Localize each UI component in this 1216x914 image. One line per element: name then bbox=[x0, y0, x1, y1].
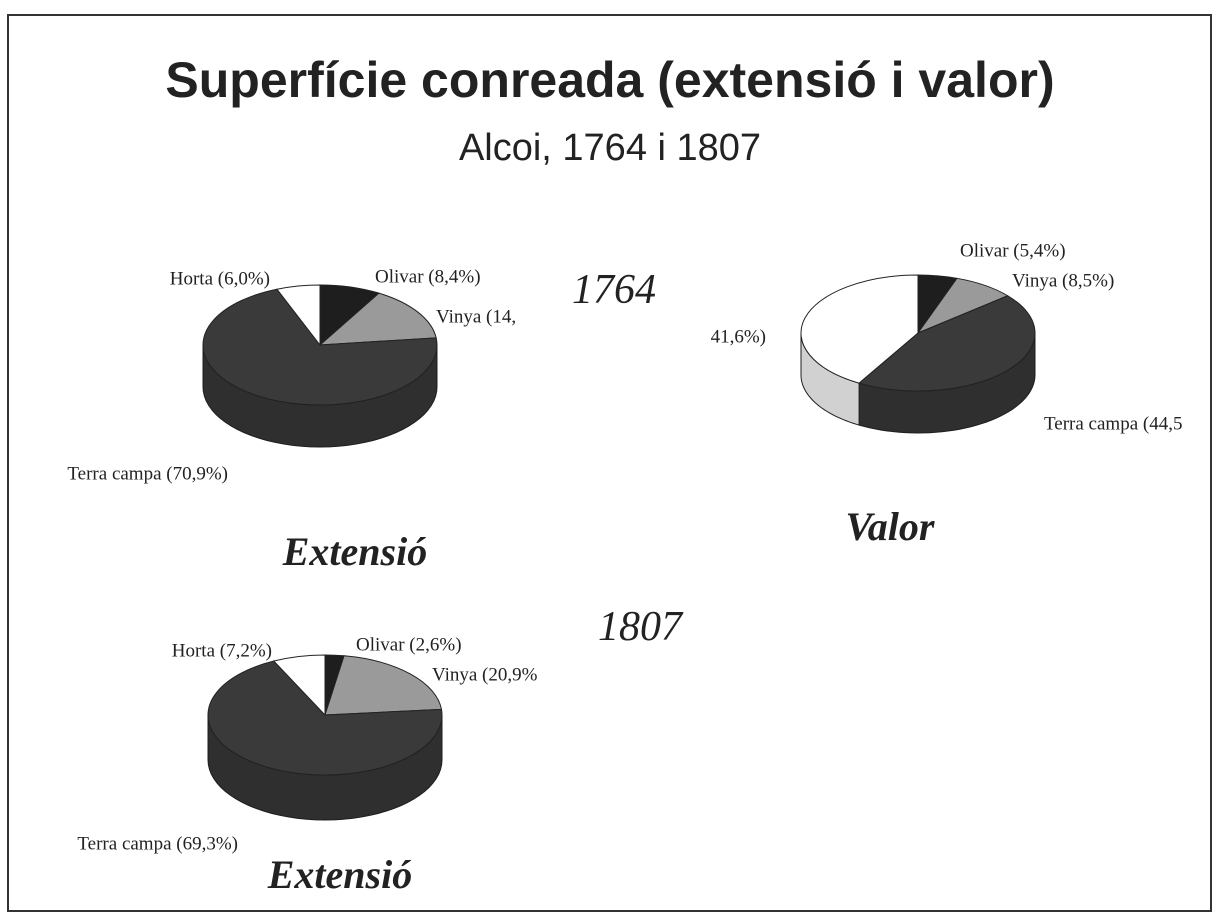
pie-slice-side-shade bbox=[203, 345, 437, 447]
year-label: 1764 bbox=[572, 267, 656, 313]
pie-slice bbox=[207, 660, 443, 776]
pie-label: Olivar (5,4%) bbox=[960, 240, 1066, 261]
pie-label: Terra campa (44,5 bbox=[1044, 413, 1182, 434]
pie-slice bbox=[858, 295, 1036, 392]
pie-slice-side-shade bbox=[208, 715, 442, 820]
slide-title: Superfície conreada (extensió i valor) bbox=[165, 52, 1054, 108]
pie-slice bbox=[324, 655, 443, 716]
pie-slice bbox=[800, 274, 919, 384]
pie-label: Horta (7,2%) bbox=[172, 640, 272, 661]
chart-title: Valor bbox=[846, 504, 935, 549]
pie-label: Vinya (14, bbox=[436, 306, 516, 327]
pie-slice bbox=[272, 654, 326, 717]
pie-label: Vinya (20,9% bbox=[432, 664, 538, 685]
pie-slice-side-shade bbox=[859, 333, 1035, 433]
slide-subtitle: Alcoi, 1764 i 1807 bbox=[459, 127, 761, 169]
chart-title: Extensió bbox=[282, 529, 427, 574]
pie-label: Terra campa (70,9%) bbox=[67, 463, 228, 484]
pie-slice bbox=[276, 284, 321, 347]
pie-label: Vinya (8,5%) bbox=[1012, 270, 1114, 291]
pie-label: Olivar (8,4%) bbox=[375, 266, 481, 287]
chart-title: Extensió bbox=[267, 852, 412, 897]
pie-slice bbox=[318, 292, 437, 346]
pie-slice-side-shade bbox=[801, 333, 860, 426]
pie-label: 41,6%) bbox=[711, 326, 766, 347]
year-label: 1807 bbox=[598, 604, 684, 650]
pie-label: Terra campa (69,3%) bbox=[77, 833, 238, 854]
pie-slice bbox=[202, 288, 438, 406]
pie-label: Horta (6,0%) bbox=[170, 268, 270, 289]
pie-label: Olivar (2,6%) bbox=[356, 634, 462, 655]
